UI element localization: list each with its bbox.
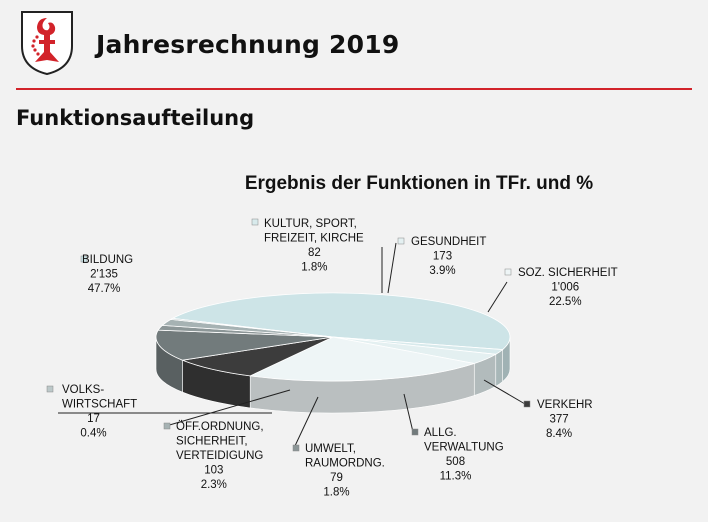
slice-percent: 2.3% (201, 479, 227, 491)
slice-percent: 3.9% (429, 265, 455, 277)
slice-percent: 0.4% (80, 428, 106, 440)
legend-marker (80, 255, 88, 263)
title-divider (16, 88, 692, 90)
slice-value: 79 (330, 472, 343, 484)
slice-value: 82 (308, 247, 321, 259)
slice-value: 1'006 (551, 282, 579, 294)
legend-marker (292, 444, 300, 452)
leader-line (487, 281, 508, 313)
slice-label: UMWELT, RAUMORDNG. 79 1.8% (305, 443, 385, 499)
slice-label: SOZ. SICHERHEIT 1'006 22.5% (518, 267, 618, 308)
slice-label: ALLG. VERWALTUNG 508 11.3% (424, 427, 504, 483)
slice-name: UMWELT, (305, 443, 356, 455)
legend-marker (163, 422, 171, 430)
leader-line (165, 389, 291, 427)
slice-value: 103 (204, 465, 223, 477)
legend-marker (46, 385, 54, 393)
pie-top-faces (155, 292, 511, 382)
slice-percent: 1.8% (301, 262, 327, 274)
pie-slice (169, 317, 334, 338)
coat-of-arms-logo (21, 11, 73, 76)
slice-name: FREIZEIT, KIRCHE (264, 233, 364, 245)
slice-percent: 8.4% (546, 428, 572, 440)
slice-name: RAUMORDNG. (305, 458, 385, 470)
leader-line (293, 396, 319, 449)
slice-percent: 47.7% (88, 283, 121, 295)
slice-name: VERWALTUNG (424, 442, 504, 454)
slice-label: GESUNDHEIT 173 3.9% (411, 236, 486, 277)
slice-label: BILDUNG 2'135 47.7% (82, 254, 133, 295)
leader-line (403, 393, 414, 433)
slice-name: VOLKS- (62, 384, 104, 396)
slice-value: 173 (433, 251, 452, 263)
slice-name: ALLG. (424, 427, 457, 439)
slice-name: KULTUR, SPORT, (264, 218, 357, 230)
legend-marker (523, 400, 531, 408)
slice-label: ÖFF.ORDNUNG, SICHERHEIT, VERTEIDIGUNG 103 2.… (176, 421, 264, 491)
page-title: Jahresrechnung 2019 (96, 30, 400, 59)
slice-name: GESUNDHEIT (411, 236, 486, 248)
slice-name: SICHERHEIT, (176, 436, 248, 448)
leader-line (387, 242, 397, 294)
legend-marker (411, 428, 419, 436)
pie-labels: BILDUNG 2'135 47.7% KULTUR, SPORT, FREIZEIT,… (46, 218, 618, 499)
chart-title: Ergebnis der Funktionen in TFr. und % (244, 173, 594, 194)
slice-value: 508 (446, 456, 465, 468)
slice-percent: 1.8% (323, 487, 349, 499)
slice-percent: 11.3% (440, 471, 472, 483)
slice-label: VERKEHR 377 8.4% (537, 399, 593, 440)
section-title: Funktionsaufteilung (16, 106, 255, 130)
slice-name: VERKEHR (537, 399, 593, 411)
slice-name: ÖFF.ORDNUNG, (176, 421, 264, 433)
slice-name: BILDUNG (82, 254, 133, 266)
slice-value: 17 (87, 413, 100, 425)
slice-label: VOLKS- WIRTSCHAFT 17 0.4% (62, 384, 137, 440)
slice-label: KULTUR, SPORT, FREIZEIT, KIRCHE 82 1.8% (264, 218, 364, 274)
slice-name: WIRTSCHAFT (62, 399, 137, 411)
legend-marker (251, 218, 259, 226)
pie-slice (155, 329, 334, 361)
slice-percent: 22.5% (549, 296, 582, 308)
slice-value: 377 (549, 414, 568, 426)
page-header: Jahresrechnung 2019 (0, 0, 708, 92)
pie-slice (248, 336, 475, 382)
legend-marker (504, 268, 512, 276)
leader-line (483, 379, 526, 405)
slice-name: VERTEIDIGUNG (176, 450, 263, 462)
legend-marker (397, 237, 405, 245)
pie-slice (171, 292, 511, 350)
pie-slice (181, 336, 334, 377)
slice-name: SOZ. SICHERHEIT (518, 267, 618, 279)
pie-slice-side (495, 348, 503, 387)
slice-value: 2'135 (90, 269, 118, 281)
